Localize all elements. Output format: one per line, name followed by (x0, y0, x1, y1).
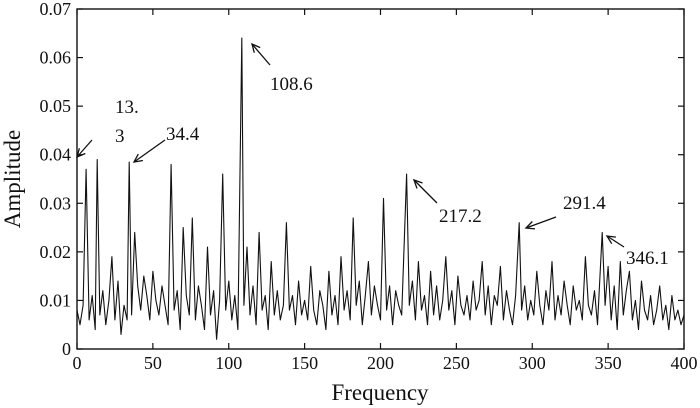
annotation-arrowhead (132, 153, 144, 163)
x-axis-ticks: 0 50 100 150 200 250 300 350 400 (73, 9, 698, 373)
annotation-arrow (133, 139, 166, 163)
y-axis-label: Amplitude (0, 130, 25, 228)
annotation-arrow (525, 216, 557, 229)
peak-annotation-label: 3 (115, 126, 125, 147)
annotation-arrowhead (251, 42, 261, 53)
peak-annotation-label: 34.4 (166, 124, 200, 145)
peak-annotation-label: 108.6 (270, 74, 313, 95)
y-tick-label: 0.06 (40, 48, 72, 68)
x-tick-label: 350 (595, 353, 622, 373)
annotation-arrowhead (412, 178, 423, 189)
y-axis-ticks: 0 0.01 0.02 0.03 0.04 0.05 0.06 0.07 (40, 0, 684, 359)
annotation-arrowhead (76, 148, 86, 159)
x-tick-label: 150 (291, 353, 318, 373)
annotation-arrowhead (524, 221, 536, 230)
x-tick-label: 400 (671, 353, 698, 373)
peak-annotations: 13. 3 34.4 108.6 217.2 291.4 346.1 (76, 42, 669, 269)
peak-annotation-label: 346.1 (626, 248, 669, 269)
x-tick-label: 50 (144, 353, 162, 373)
y-tick-label: 0.03 (40, 193, 72, 213)
x-tick-label: 300 (519, 353, 546, 373)
annotation-arrow (413, 179, 438, 204)
amplitude-series-line (76, 37, 685, 340)
annotation-arrow (251, 43, 271, 66)
peak-annotation-label: 291.4 (563, 193, 606, 214)
x-tick-label: 200 (367, 353, 394, 373)
y-tick-label: 0.02 (40, 242, 72, 262)
y-tick-label: 0 (62, 339, 71, 359)
annotation-arrow (606, 235, 625, 248)
x-tick-label: 100 (215, 353, 242, 373)
peak-annotation-label: 13. (115, 97, 139, 118)
peak-annotation-label: 217.2 (439, 206, 482, 227)
y-tick-label: 0.01 (40, 290, 72, 310)
annotation-arrowhead (605, 235, 616, 245)
x-tick-label: 0 (73, 353, 82, 373)
plot-area (76, 8, 685, 350)
annotation-arrow (76, 139, 93, 158)
y-tick-label: 0.05 (40, 96, 72, 116)
y-tick-label: 0.04 (40, 145, 72, 165)
x-axis-label: Frequency (331, 380, 429, 405)
x-tick-label: 250 (443, 353, 470, 373)
y-tick-label: 0.07 (40, 0, 72, 19)
